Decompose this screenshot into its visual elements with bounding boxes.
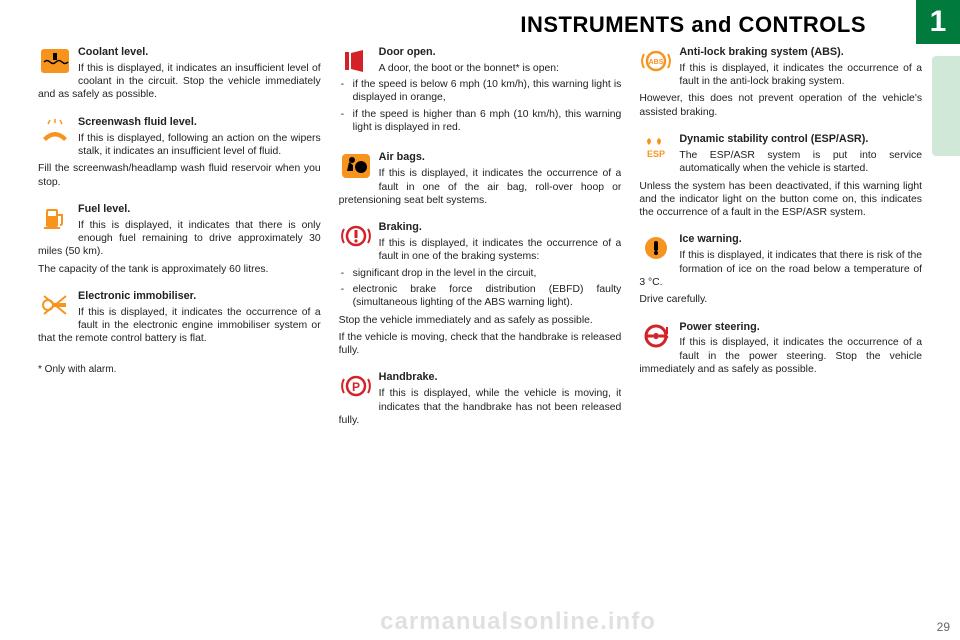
side-tab <box>932 56 960 156</box>
svg-text:ESP: ESP <box>647 149 665 159</box>
section-braking: Braking. If this is displayed, it indica… <box>339 221 622 357</box>
power-body: If this is displayed, it indicates the o… <box>639 336 922 376</box>
column-2: Door open. A door, the boot or the bonne… <box>339 46 622 441</box>
fuel-title: Fuel level. <box>38 203 321 217</box>
svg-text:ABS: ABS <box>649 59 664 66</box>
braking-item-1: significant drop in the level in the cir… <box>339 267 622 280</box>
fuel-body: If this is displayed, it indicates that … <box>38 219 321 259</box>
esp-after: Unless the system has been deactivated, … <box>639 180 922 220</box>
coolant-body: If this is displayed, it indicates an in… <box>38 62 321 102</box>
abs-icon: ABS <box>639 46 673 76</box>
ice-body: If this is displayed, it indicates that … <box>639 249 922 289</box>
braking-item-2: electronic brake force distribution (EBF… <box>339 283 622 310</box>
braking-title: Braking. <box>339 221 622 235</box>
footnote: * Only with alarm. <box>38 364 321 377</box>
screenwash-icon <box>38 116 72 146</box>
door-item-1: if the speed is below 6 mph (10 km/h), t… <box>339 78 622 105</box>
braking-after-1: Stop the vehicle immediately and as safe… <box>339 314 622 327</box>
esp-icon: ESP <box>639 133 673 163</box>
section-esp: ESP Dynamic stability control (ESP/ASR).… <box>639 133 922 219</box>
screenwash-after: Fill the screenwash/headlamp wash fluid … <box>38 162 321 189</box>
watermark: carmanualsonline.info <box>38 608 960 636</box>
screenwash-body: If this is displayed, following an actio… <box>38 132 321 159</box>
immobiliser-icon <box>38 290 72 320</box>
door-icon <box>339 46 373 76</box>
immobiliser-body: If this is displayed, it indicates the o… <box>38 306 321 346</box>
section-immobiliser: Electronic immobiliser. If this is displ… <box>38 290 321 346</box>
column-3: ABS Anti-lock braking system (ABS). If t… <box>639 46 922 441</box>
abs-body: If this is displayed, it indicates the o… <box>639 62 922 89</box>
fuel-icon <box>38 203 72 233</box>
handbrake-body: If this is displayed, while the vehicle … <box>339 387 622 427</box>
immobiliser-title: Electronic immobiliser. <box>38 290 321 304</box>
airbag-icon <box>339 151 373 181</box>
column-1: Coolant level. If this is displayed, it … <box>38 46 321 441</box>
door-item-2: if the speed is higher than 6 mph (10 km… <box>339 108 622 135</box>
door-list: if the speed is below 6 mph (10 km/h), t… <box>339 78 622 134</box>
section-power-steering: Power steering. If this is displayed, it… <box>639 321 922 377</box>
section-ice: Ice warning. If this is displayed, it in… <box>639 233 922 306</box>
svg-text:P: P <box>352 380 360 394</box>
content-columns: Coolant level. If this is displayed, it … <box>38 46 922 441</box>
braking-body: If this is displayed, it indicates the o… <box>339 237 622 264</box>
handbrake-icon: P <box>339 371 373 401</box>
esp-title: Dynamic stability control (ESP/ASR). <box>639 133 922 147</box>
power-title: Power steering. <box>639 321 922 335</box>
abs-after: However, this does not prevent operation… <box>639 92 922 119</box>
section-screenwash: Screenwash fluid level. If this is displ… <box>38 116 321 189</box>
ice-icon <box>639 233 673 263</box>
ice-after: Drive carefully. <box>639 293 922 306</box>
screenwash-title: Screenwash fluid level. <box>38 116 321 130</box>
section-door: Door open. A door, the boot or the bonne… <box>339 46 622 137</box>
chapter-number: 1 <box>916 0 960 44</box>
airbags-title: Air bags. <box>339 151 622 165</box>
ice-title: Ice warning. <box>639 233 922 247</box>
section-abs: ABS Anti-lock braking system (ABS). If t… <box>639 46 922 119</box>
braking-list: significant drop in the level in the cir… <box>339 267 622 310</box>
fuel-after: The capacity of the tank is approximatel… <box>38 263 321 276</box>
door-title: Door open. <box>339 46 622 60</box>
section-coolant: Coolant level. If this is displayed, it … <box>38 46 321 102</box>
airbags-body: If this is displayed, it indicates the o… <box>339 167 622 207</box>
manual-page: 1 INSTRUMENTS and CONTROLS Coolant level… <box>0 0 960 640</box>
coolant-title: Coolant level. <box>38 46 321 60</box>
power-steering-icon <box>639 321 673 351</box>
coolant-icon <box>38 46 72 76</box>
esp-body: The ESP/ASR system is put into service a… <box>639 149 922 176</box>
abs-title: Anti-lock braking system (ABS). <box>639 46 922 60</box>
braking-after-2: If the vehicle is moving, check that the… <box>339 331 622 358</box>
braking-icon <box>339 221 373 251</box>
door-body: A door, the boot or the bonnet* is open: <box>339 62 622 75</box>
page-title: INSTRUMENTS and CONTROLS <box>38 12 922 38</box>
handbrake-title: Handbrake. <box>339 371 622 385</box>
page-number: 29 <box>937 620 950 634</box>
section-handbrake: P Handbrake. If this is displayed, while… <box>339 371 622 427</box>
section-airbags: Air bags. If this is displayed, it indic… <box>339 151 622 207</box>
section-fuel: Fuel level. If this is displayed, it ind… <box>38 203 321 276</box>
